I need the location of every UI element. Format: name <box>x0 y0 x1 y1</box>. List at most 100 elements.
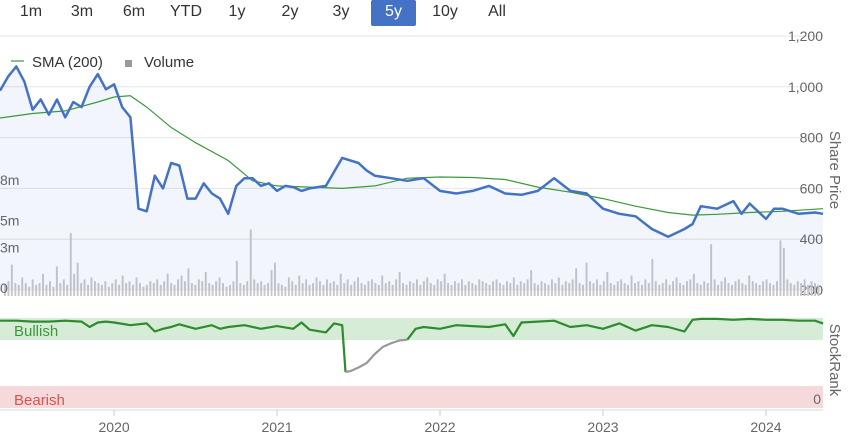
volume-bar <box>170 283 173 296</box>
x-axis: 2020 2021 2022 2023 2024 <box>99 410 782 435</box>
volume-bar <box>62 279 65 297</box>
volume-bar <box>280 284 283 296</box>
stockrank-neutral-segment <box>345 338 408 374</box>
volume-bar <box>211 284 214 296</box>
volume-bar <box>429 283 432 296</box>
volume-bar <box>10 264 13 296</box>
volume-bar <box>537 284 539 296</box>
volume-bar <box>97 283 100 296</box>
volume-bar <box>163 281 166 296</box>
volume-bar <box>416 279 418 297</box>
volume-bar <box>90 277 93 296</box>
volume-bar <box>786 279 789 297</box>
volume-bar <box>149 281 152 296</box>
volume-bar <box>38 283 41 296</box>
volume-bar <box>720 281 723 296</box>
bullish-label: Bullish <box>14 323 58 340</box>
volume-bar <box>360 283 363 296</box>
volume-bar <box>613 284 616 296</box>
volume-bar <box>606 271 609 296</box>
volume-bar <box>495 279 498 297</box>
volume-bar <box>142 286 145 297</box>
range-button-3m[interactable]: 3m <box>70 3 94 20</box>
volume-bar <box>800 283 803 296</box>
range-button-5y[interactable]: 5y <box>371 0 416 26</box>
volume-bar <box>94 281 96 296</box>
volume-bar <box>21 277 24 296</box>
volume-bar <box>499 283 501 296</box>
stockrank-y-tick-0: 0 <box>813 391 821 407</box>
volume-bar <box>277 283 280 296</box>
bullish-band <box>0 318 823 340</box>
volume-bar <box>246 281 249 296</box>
volume-bar <box>287 277 290 296</box>
volume-bar <box>447 283 449 296</box>
volume-bar <box>769 283 771 296</box>
range-button-1y[interactable]: 1y <box>228 3 246 20</box>
price-area-fill <box>0 66 823 290</box>
volume-bar <box>692 273 695 296</box>
volume-bar <box>478 279 481 297</box>
volume-bar <box>371 279 373 297</box>
volume-bar <box>737 279 740 297</box>
volume-bar <box>45 284 48 296</box>
volume-bar <box>69 233 72 296</box>
volume-bar <box>793 284 796 296</box>
volume-bar <box>197 279 200 297</box>
volume-bar <box>724 277 726 296</box>
volume-bar <box>637 281 640 296</box>
volume-bar <box>384 283 387 296</box>
volume-bar <box>270 270 273 296</box>
volume-bar <box>132 284 134 296</box>
volume-bar <box>35 284 38 296</box>
volume-bar <box>14 283 17 296</box>
volume-bar <box>235 260 238 296</box>
bearish-band <box>0 386 823 408</box>
volume-bar <box>727 283 730 296</box>
volume-bar <box>159 284 162 296</box>
volume-bar <box>561 284 564 296</box>
volume-bar <box>776 281 778 296</box>
volume-bar <box>554 283 557 296</box>
volume-bar <box>121 275 124 296</box>
volume-bar <box>422 281 425 296</box>
volume-bar <box>104 281 107 296</box>
volume-bar <box>634 283 636 296</box>
volume-bar <box>519 281 522 296</box>
volume-bar <box>242 284 245 296</box>
legend-sma-label: SMA (200) <box>32 54 103 71</box>
volume-bar <box>31 279 34 297</box>
range-button-2y[interactable]: 2y <box>281 3 299 20</box>
range-button-ytd[interactable]: YTD <box>170 3 202 20</box>
volume-bar <box>305 279 308 297</box>
volume-bar <box>298 275 301 296</box>
volume-bar <box>547 284 550 296</box>
price-y-tick-label: 800 <box>800 130 824 146</box>
volume-bar <box>4 284 6 296</box>
volume-bar <box>523 283 526 296</box>
volume-bar <box>443 273 446 296</box>
volume-bar <box>810 281 813 296</box>
range-button-10y[interactable]: 10y <box>432 3 458 20</box>
volume-bar <box>184 281 186 296</box>
volume-bar <box>253 279 256 297</box>
volume-bar <box>564 281 567 296</box>
x-axis-tick-label: 2024 <box>750 419 781 435</box>
volume-bar <box>229 284 231 296</box>
volume-bar <box>682 284 685 296</box>
volume-bar <box>641 284 643 296</box>
range-button-all[interactable]: All <box>488 3 506 20</box>
range-button-6m[interactable]: 6m <box>122 3 146 20</box>
volume-bar <box>734 281 737 296</box>
volume-bar <box>533 283 536 296</box>
volume-bar <box>758 284 761 296</box>
range-button-3y[interactable]: 3y <box>332 3 350 20</box>
volume-bar <box>492 281 494 296</box>
volume-bar <box>706 283 709 296</box>
volume-bar <box>782 247 785 296</box>
volume-bar <box>59 283 62 296</box>
volume-bar <box>377 284 380 296</box>
volume-bar <box>807 284 810 296</box>
range-button-1m[interactable]: 1m <box>19 3 43 20</box>
stockrank-bullish-segment <box>0 319 347 373</box>
